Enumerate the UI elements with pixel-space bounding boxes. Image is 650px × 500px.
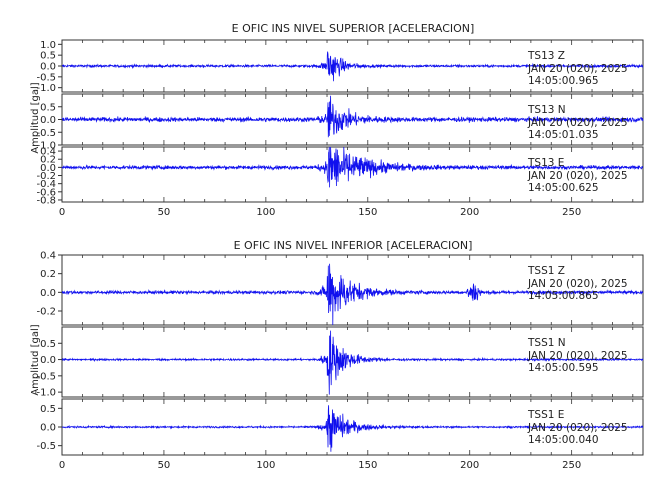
y-tick-label: -0.6 bbox=[36, 187, 56, 198]
y-tick-label: 0.5 bbox=[40, 102, 56, 113]
station-label: TS13 E bbox=[527, 157, 564, 169]
lower-chart-title: E OFIC INS NIVEL INFERIOR [ACELERACION] bbox=[234, 239, 473, 252]
y-tick-label: -1.0 bbox=[36, 388, 56, 399]
y-tick-label: -0.2 bbox=[36, 307, 56, 318]
y-tick-label: -0.5 bbox=[36, 128, 56, 139]
panel-frame bbox=[61, 326, 644, 398]
y-tick-label: 0.4 bbox=[40, 251, 56, 262]
lower-y-axis-label: Amplitud [gal] bbox=[30, 324, 41, 395]
y-tick-label: -0.5 bbox=[36, 371, 56, 382]
y-tick-label: -1.0 bbox=[36, 83, 56, 94]
y-tick-label: -0.4 bbox=[36, 179, 56, 190]
x-tick-label: 0 bbox=[59, 460, 65, 471]
x-tick-label: 250 bbox=[562, 460, 581, 471]
x-tick-label: 0 bbox=[59, 207, 65, 218]
time-label: 14:05:00.595 bbox=[528, 362, 599, 374]
station-label: TSS1 E bbox=[527, 409, 564, 421]
lower-seismogram-group: E OFIC INS NIVEL INFERIOR [ACELERACION] … bbox=[30, 239, 644, 471]
y-tick-label: 0.0 bbox=[40, 288, 56, 299]
y-tick-label: 0.0 bbox=[40, 115, 56, 126]
y-tick-label: 0.5 bbox=[40, 404, 56, 415]
y-tick-label: -0.8 bbox=[36, 195, 56, 206]
panel-frame bbox=[61, 254, 644, 326]
y-tick-label: -0.5 bbox=[36, 441, 56, 452]
time-label: 14:05:00.625 bbox=[528, 182, 599, 194]
time-label: 14:05:00.865 bbox=[528, 290, 599, 302]
date-label: JAN 20 (020), 2025 bbox=[527, 170, 628, 182]
upper-chart-title: E OFIC INS NIVEL SUPERIOR [ACELERACION] bbox=[232, 22, 475, 35]
y-tick-label: 0.0 bbox=[40, 163, 56, 174]
y-tick-label: 0.5 bbox=[40, 339, 56, 350]
date-label: JAN 20 (020), 2025 bbox=[527, 350, 628, 362]
station-label: TS13 N bbox=[527, 104, 566, 116]
waveform-trace bbox=[61, 330, 644, 395]
upper-seismogram-group: E OFIC INS NIVEL SUPERIOR [ACELERACION] … bbox=[30, 22, 644, 218]
y-tick-label: 0.5 bbox=[40, 51, 56, 62]
y-tick-label: 0.0 bbox=[40, 62, 56, 73]
y-tick-label: -0.5 bbox=[36, 72, 56, 83]
waveform-trace bbox=[61, 95, 644, 138]
x-tick-label: 100 bbox=[256, 460, 275, 471]
time-label: 14:05:01.035 bbox=[528, 129, 599, 141]
y-tick-label: 0.2 bbox=[40, 269, 56, 280]
date-label: JAN 20 (020), 2025 bbox=[527, 278, 628, 290]
date-label: JAN 20 (020), 2025 bbox=[527, 117, 628, 129]
waveform-trace bbox=[61, 263, 644, 326]
x-tick-label: 150 bbox=[358, 207, 377, 218]
y-tick-label: 0.0 bbox=[40, 355, 56, 366]
date-label: JAN 20 (020), 2025 bbox=[527, 63, 628, 75]
x-tick-label: 150 bbox=[358, 460, 377, 471]
waveform-trace bbox=[61, 146, 644, 188]
waveform-trace bbox=[62, 405, 644, 452]
station-label: TSS1 Z bbox=[527, 265, 565, 277]
y-tick-label: 1.0 bbox=[40, 40, 56, 51]
station-label: TS13 Z bbox=[527, 50, 565, 62]
x-tick-label: 50 bbox=[158, 207, 171, 218]
x-tick-label: 100 bbox=[256, 207, 275, 218]
panel-frame bbox=[61, 146, 644, 203]
x-tick-label: 250 bbox=[562, 207, 581, 218]
time-label: 14:05:00.965 bbox=[528, 75, 599, 87]
y-tick-label: -0.2 bbox=[36, 171, 56, 182]
y-tick-label: 0.4 bbox=[40, 147, 56, 158]
date-label: JAN 20 (020), 2025 bbox=[527, 422, 628, 434]
station-label: TSS1 N bbox=[527, 337, 566, 349]
x-tick-label: 50 bbox=[158, 460, 171, 471]
y-tick-label: -1.0 bbox=[36, 141, 56, 152]
waveform-trace bbox=[61, 51, 644, 82]
x-tick-label: 200 bbox=[460, 460, 479, 471]
y-tick-label: 0.0 bbox=[40, 423, 56, 434]
time-label: 14:05:00.040 bbox=[528, 434, 599, 446]
x-tick-label: 200 bbox=[460, 207, 479, 218]
y-tick-label: 0.2 bbox=[40, 155, 56, 166]
upper-y-axis-label: Amplitud [gal] bbox=[30, 82, 41, 153]
